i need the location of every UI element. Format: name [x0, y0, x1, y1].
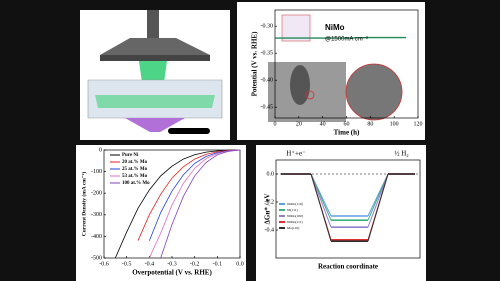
x-tick-label: -0.6 — [99, 261, 109, 267]
legend-swatch — [279, 221, 285, 223]
x-tick-label: 0.0 — [236, 261, 244, 267]
y-tick-label: -0.4 — [265, 227, 275, 233]
y-tick-label: -400 — [91, 234, 102, 240]
series-line — [137, 149, 241, 241]
legend-swatch — [279, 209, 285, 211]
category-label: H⁺+e⁻ — [286, 150, 306, 158]
legend-label: Ni(111) — [287, 208, 299, 212]
y-tick-label: -500 — [91, 255, 102, 261]
y-tick-label: -0.30 — [261, 24, 274, 30]
y-tick-label: -300 — [91, 212, 102, 218]
x-tick-label: -0.5 — [122, 261, 132, 267]
connector — [310, 173, 332, 242]
x-tick-label: 0 — [274, 121, 277, 127]
legend-label: 25 at.% Mo — [122, 167, 148, 172]
series-line — [114, 149, 241, 259]
legend-label: 53 at.% Mo — [122, 174, 148, 179]
y-tick-label: -0.2 — [265, 199, 275, 205]
sem-feature — [290, 65, 310, 105]
annotation: @1500mA cm⁻² — [325, 37, 368, 43]
inset-images — [268, 14, 403, 122]
legend-swatch — [279, 203, 285, 205]
y-tick-label: 0.0 — [267, 171, 275, 177]
y-tick-label: -100 — [91, 169, 102, 175]
connector — [310, 173, 332, 228]
x-tick-label: -0.4 — [145, 261, 155, 267]
y-axis-title: ΔGʜ* / eV — [264, 194, 272, 225]
category-label: ½ H₂ — [394, 150, 409, 158]
x-tick-label: 20 — [296, 121, 302, 127]
y-tick-label: -200 — [91, 191, 102, 197]
connector — [367, 173, 389, 242]
x-tick-label: 60 — [344, 121, 350, 127]
x-tick-label: -0.1 — [213, 261, 223, 267]
hood-base — [100, 55, 210, 61]
legend-label: Pure Ni — [122, 153, 139, 158]
y-tick-label: -0.45 — [261, 105, 274, 111]
plot-frame — [275, 159, 421, 259]
printer-illustration — [80, 10, 230, 140]
series-line — [160, 149, 241, 259]
y-axis-title: Potential (V vs. RHE) — [251, 31, 259, 96]
series-line — [148, 149, 241, 241]
x-tick-label: -0.2 — [190, 261, 200, 267]
zoom-marker — [305, 90, 315, 100]
x-tick-label: -0.3 — [167, 261, 177, 267]
legend-swatch — [279, 227, 285, 229]
legend-label: Mo(110) — [287, 226, 300, 230]
panel — [256, 145, 426, 281]
connector — [367, 173, 389, 228]
zoom-inset — [345, 63, 403, 121]
hood — [100, 38, 210, 55]
legend-swatch — [279, 215, 285, 217]
x-tick-label: 40 — [320, 121, 326, 127]
legend-label: NiMo(110) — [287, 202, 304, 206]
bar — [168, 128, 210, 134]
crystal-inset — [281, 14, 311, 42]
x-axis-title: Reaction coordinate — [318, 263, 378, 271]
series-line — [148, 149, 241, 259]
legend-label: NiMo(100) — [287, 214, 304, 218]
x-axis-title: Overpotential (V vs. RHE) — [132, 269, 212, 277]
annotation: NiMo — [325, 23, 345, 32]
funnel — [125, 118, 185, 132]
liquid — [95, 95, 215, 108]
y-tick-label: -0.40 — [261, 78, 274, 84]
legend-label: 100 at.% Mo — [122, 181, 150, 186]
stem — [147, 10, 159, 38]
x-tick-label: 80 — [367, 121, 373, 127]
legend-label: 20 at.% Mo — [122, 160, 148, 165]
x-tick-label: 100 — [390, 121, 399, 127]
x-axis-title: Time (h) — [334, 129, 360, 137]
y-tick-label: 0 — [99, 147, 102, 153]
y-axis-title: Current Density (mA cm⁻²) — [80, 172, 87, 237]
legend-label: NiMo(111) — [287, 220, 304, 224]
x-tick-label: 120 — [414, 121, 423, 127]
series-line — [275, 36, 407, 39]
y-tick-label: -0.35 — [261, 51, 274, 57]
